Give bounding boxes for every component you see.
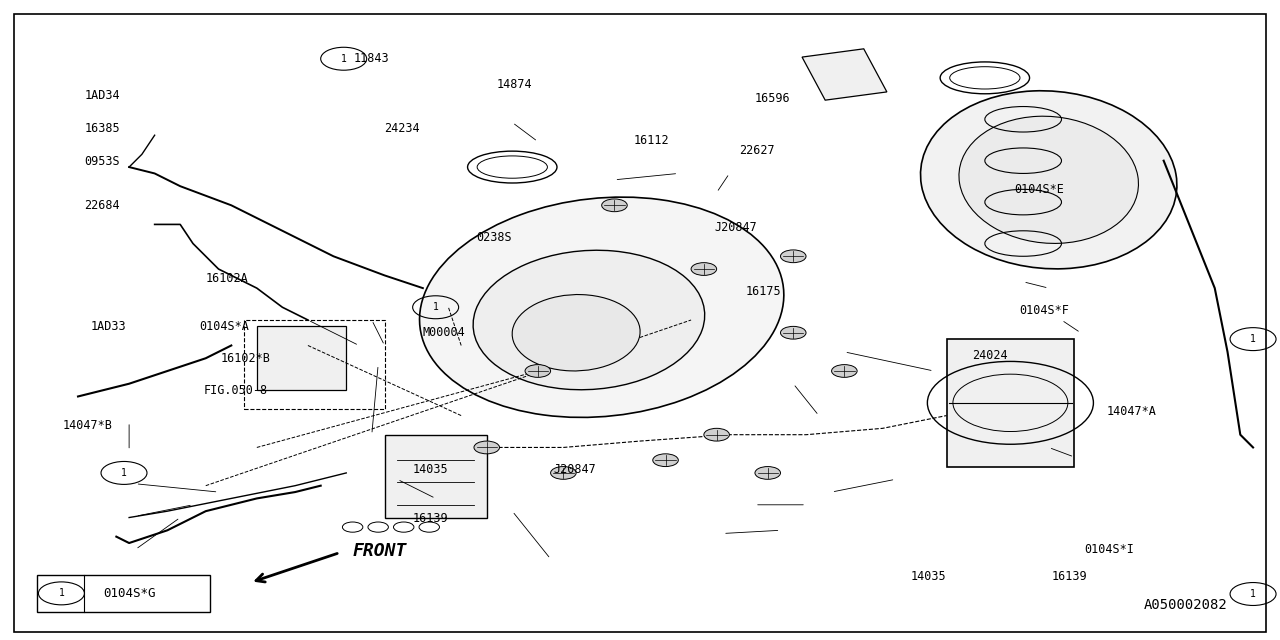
Text: 1: 1	[122, 468, 127, 478]
Text: 1: 1	[1251, 589, 1256, 599]
Text: 1: 1	[433, 302, 439, 312]
Text: 14035: 14035	[412, 463, 448, 476]
Text: 22684: 22684	[84, 199, 120, 212]
Text: 1: 1	[59, 588, 64, 598]
Ellipse shape	[959, 116, 1138, 243]
Circle shape	[781, 326, 806, 339]
Circle shape	[755, 467, 781, 479]
Text: 1: 1	[1251, 334, 1256, 344]
Text: FRONT: FRONT	[352, 541, 407, 559]
Text: 14874: 14874	[497, 77, 532, 91]
Ellipse shape	[474, 250, 705, 390]
Text: 0104S*G: 0104S*G	[104, 587, 156, 600]
Circle shape	[550, 467, 576, 479]
Text: 0104S*E: 0104S*E	[1014, 183, 1064, 196]
Text: 14047*A: 14047*A	[1106, 405, 1156, 419]
Circle shape	[832, 365, 858, 378]
Text: 16112: 16112	[634, 134, 669, 147]
Circle shape	[474, 441, 499, 454]
Bar	[384, 435, 486, 518]
Circle shape	[525, 365, 550, 378]
Text: 16385: 16385	[84, 122, 120, 135]
Text: 0104S*F: 0104S*F	[1019, 304, 1069, 317]
Text: 16175: 16175	[746, 285, 782, 298]
Text: 1: 1	[340, 54, 347, 64]
Text: 0104S*A: 0104S*A	[200, 320, 250, 333]
Ellipse shape	[512, 294, 640, 371]
Text: A050002082: A050002082	[1144, 598, 1228, 612]
Text: 16102A: 16102A	[206, 272, 248, 285]
Text: 24234: 24234	[384, 122, 420, 135]
Text: 16139: 16139	[1051, 570, 1087, 582]
Bar	[244, 320, 384, 409]
Circle shape	[704, 428, 730, 441]
Text: 24024: 24024	[972, 349, 1007, 362]
Bar	[37, 575, 210, 612]
Circle shape	[691, 262, 717, 275]
Text: 0238S: 0238S	[476, 230, 512, 244]
Text: 11843: 11843	[355, 52, 389, 65]
Text: FIG.050-8: FIG.050-8	[204, 383, 268, 397]
Bar	[803, 49, 887, 100]
Text: 1AD33: 1AD33	[91, 320, 127, 333]
Text: 16596: 16596	[755, 92, 791, 106]
Text: 16139: 16139	[412, 512, 448, 525]
Text: 14035: 14035	[911, 570, 946, 582]
Text: 22627: 22627	[740, 144, 776, 157]
Text: 0953S: 0953S	[84, 156, 120, 168]
Text: 0104S*I: 0104S*I	[1084, 543, 1134, 556]
Text: 16102*B: 16102*B	[221, 352, 271, 365]
Ellipse shape	[420, 197, 783, 417]
Text: J20847: J20847	[553, 463, 596, 476]
Ellipse shape	[920, 91, 1176, 269]
Circle shape	[781, 250, 806, 262]
Circle shape	[602, 199, 627, 212]
Bar	[257, 326, 346, 390]
Text: J20847: J20847	[714, 221, 756, 234]
Bar	[946, 339, 1074, 467]
Text: M00004: M00004	[422, 326, 466, 339]
Text: 1AD34: 1AD34	[84, 89, 120, 102]
Circle shape	[653, 454, 678, 467]
Text: 14047*B: 14047*B	[63, 419, 113, 431]
